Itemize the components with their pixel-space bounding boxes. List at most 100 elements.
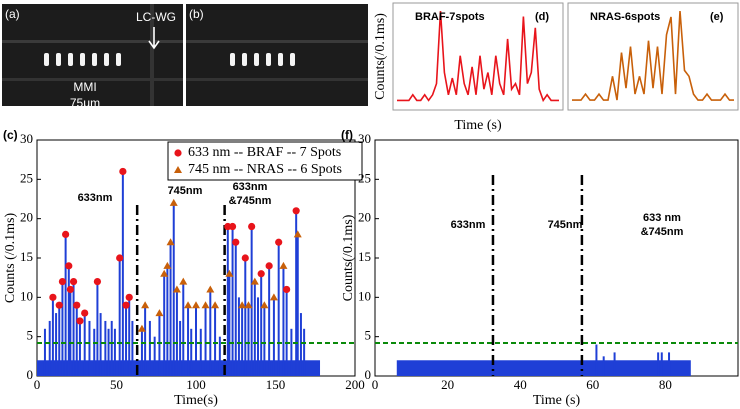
y-tick-label: 15 xyxy=(20,249,33,264)
label: 75μm xyxy=(70,96,100,110)
marker xyxy=(81,309,89,317)
legend-marker xyxy=(174,166,182,173)
marker xyxy=(232,238,240,246)
x-tick-label: 20 xyxy=(441,377,454,392)
marker xyxy=(275,238,283,246)
marker xyxy=(241,254,249,262)
y-tick-label: 0 xyxy=(27,367,34,382)
x-axis-label: Time (s) xyxy=(454,118,502,133)
x-tick-label: 0 xyxy=(372,377,379,392)
marker xyxy=(55,301,63,309)
marker xyxy=(73,301,81,309)
marker xyxy=(160,269,169,277)
annotation: &745nm xyxy=(229,195,272,207)
y-tick-label: 10 xyxy=(358,288,371,303)
x-tick-label: 50 xyxy=(110,377,123,392)
marker xyxy=(184,301,193,309)
marker xyxy=(238,301,247,309)
plot-frame xyxy=(374,139,739,377)
y-tick-label: 30 xyxy=(20,131,33,146)
plot-frame xyxy=(392,2,564,111)
x-axis-label: Time(s) xyxy=(174,393,218,408)
y-tick-label: 10 xyxy=(20,288,33,303)
marker xyxy=(163,261,172,269)
marker xyxy=(119,167,127,176)
arrow xyxy=(148,27,160,50)
legend-box xyxy=(167,141,363,181)
marker xyxy=(166,238,175,246)
annotation: 745nm xyxy=(548,219,583,231)
annotation: 633nm xyxy=(78,192,113,204)
panel-label: (e) xyxy=(710,11,724,23)
marker xyxy=(49,293,57,301)
y-tick-label: 20 xyxy=(358,210,371,225)
marker xyxy=(257,270,265,278)
annotation: 633nm xyxy=(233,181,268,193)
panel-label: (a) xyxy=(5,7,20,21)
marker xyxy=(65,262,73,270)
annotation: &745nm xyxy=(641,226,684,238)
annotation: 633 nm xyxy=(643,212,681,224)
x-tick-label: 0 xyxy=(34,377,41,392)
marker xyxy=(265,262,273,270)
y-tick-label: 5 xyxy=(365,328,372,343)
x-axis-label: Time (s) xyxy=(533,393,581,408)
waveguide xyxy=(150,4,154,106)
marker xyxy=(201,301,210,309)
y-tick-label: 15 xyxy=(358,249,371,264)
panel-label: (b) xyxy=(189,7,204,21)
x-tick-label: 200 xyxy=(345,377,365,392)
marker xyxy=(62,230,70,238)
y-tick-label: 5 xyxy=(27,328,34,343)
plot-frame xyxy=(567,2,739,111)
y-tick-label: 30 xyxy=(358,131,371,146)
marker xyxy=(69,278,78,286)
marker xyxy=(206,285,215,293)
annotation: 745nm xyxy=(168,185,203,197)
marker xyxy=(116,254,124,262)
marker xyxy=(66,285,74,294)
annotation: 633nm xyxy=(451,219,486,231)
marker xyxy=(93,278,102,286)
spots xyxy=(44,53,121,66)
marker xyxy=(250,277,259,285)
marker xyxy=(248,222,256,231)
y-axis-label: Counts(/0.1ms) xyxy=(341,214,356,301)
noise-band xyxy=(396,360,691,376)
image-b: (b) xyxy=(186,4,368,106)
y-tick-label: 20 xyxy=(20,210,33,225)
y-axis-label: Counts(/0.1ms) xyxy=(373,13,388,100)
x-tick-label: 40 xyxy=(514,377,527,392)
waveguide xyxy=(186,40,368,43)
marker xyxy=(244,301,253,309)
legend-label: 633 nm -- BRAF -- 7 Spots xyxy=(188,145,341,160)
y-tick-label: 25 xyxy=(20,170,33,185)
scale-bar xyxy=(40,111,130,123)
marker xyxy=(283,285,291,294)
marker xyxy=(260,301,269,309)
waveguide xyxy=(2,40,183,43)
marker xyxy=(279,261,288,269)
marker xyxy=(192,301,200,309)
waveguide xyxy=(2,78,183,81)
marker xyxy=(179,277,188,285)
micrograph xyxy=(186,4,368,106)
legend-label: 745 nm -- NRAS -- 6 Spots xyxy=(188,162,342,177)
marker xyxy=(292,207,300,215)
panel-label: (c) xyxy=(3,128,18,142)
marker xyxy=(125,293,133,301)
marker xyxy=(228,222,237,231)
spots xyxy=(230,53,295,66)
label: LC-WG xyxy=(136,10,176,24)
marker xyxy=(76,317,84,325)
marker xyxy=(172,285,181,293)
marker xyxy=(269,293,278,301)
chart-title: NRAS-6spots xyxy=(590,11,660,23)
panel-label: (d) xyxy=(535,11,549,23)
marker xyxy=(141,301,150,309)
marker xyxy=(137,324,146,332)
x-tick-label: 80 xyxy=(659,377,672,392)
y-axis-label: Counts (/0.1ms) xyxy=(3,213,18,304)
label: MMI xyxy=(73,80,96,94)
